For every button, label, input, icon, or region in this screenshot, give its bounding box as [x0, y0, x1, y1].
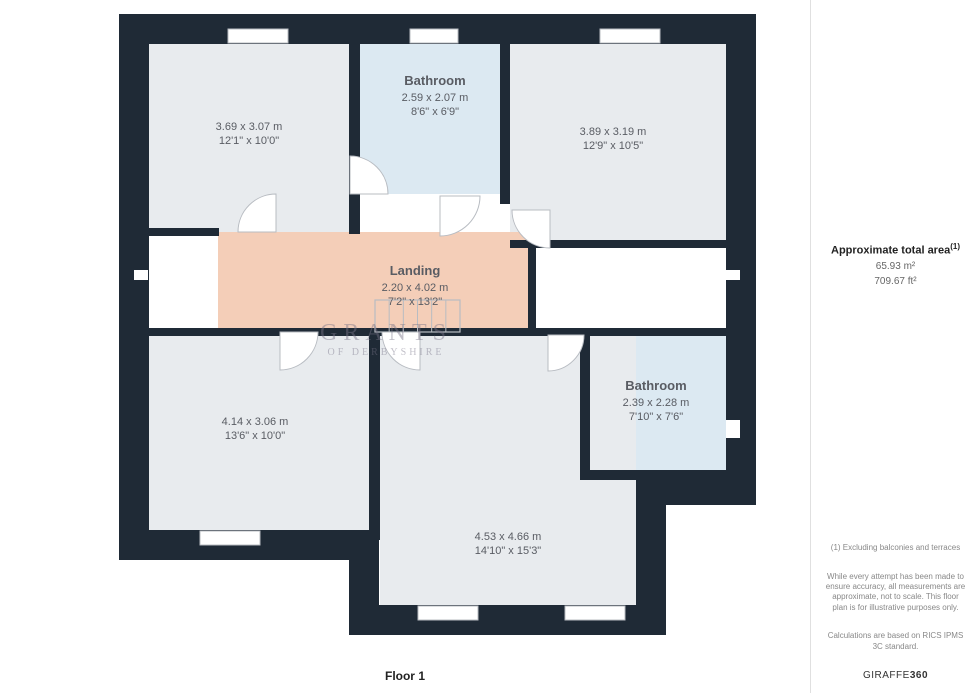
svg-text:2.39 x 2.28 m: 2.39 x 2.28 m	[623, 397, 690, 409]
svg-text:7'10" x 7'6": 7'10" x 7'6"	[629, 411, 683, 423]
calc-note: Calculations are based on RICS IPMS 3C s…	[825, 631, 966, 652]
svg-text:4.53 x 4.66 m: 4.53 x 4.66 m	[475, 531, 542, 543]
sidebar-bottom: (1) Excluding balconies and terraces Whi…	[825, 525, 966, 681]
svg-text:3.89 x 3.19 m: 3.89 x 3.19 m	[580, 126, 647, 138]
svg-text:2.59 x 2.07 m: 2.59 x 2.07 m	[402, 92, 469, 104]
svg-text:Bathroom: Bathroom	[404, 73, 465, 88]
area-ft2: 709.67 ft²	[825, 276, 966, 287]
area-title: Approximate total area(1)	[825, 242, 966, 257]
area-m2: 65.93 m²	[825, 261, 966, 272]
floorplan-canvas: 3.69 x 3.07 m 12'1" x 10'0" Bathroom 2.59 x…	[0, 0, 810, 693]
svg-text:13'6" x 10'0": 13'6" x 10'0"	[225, 430, 285, 442]
svg-text:Bathroom: Bathroom	[625, 378, 686, 393]
svg-text:12'9" x 10'5": 12'9" x 10'5"	[583, 140, 643, 152]
footnote: (1) Excluding balconies and terraces	[825, 543, 966, 553]
floorplan-svg: 3.69 x 3.07 m 12'1" x 10'0" Bathroom 2.59 x…	[0, 0, 810, 660]
info-sidebar: Approximate total area(1) 65.93 m² 709.6…	[810, 0, 980, 693]
brand-logo: GIRAFFE360	[825, 670, 966, 681]
svg-text:4.14 x 3.06 m: 4.14 x 3.06 m	[222, 416, 289, 428]
svg-text:14'10" x 15'3": 14'10" x 15'3"	[475, 545, 542, 557]
area-block: Approximate total area(1) 65.93 m² 709.6…	[825, 242, 966, 287]
svg-text:3.69 x 3.07 m: 3.69 x 3.07 m	[216, 121, 283, 133]
svg-text:8'6" x 6'9": 8'6" x 6'9"	[411, 106, 459, 118]
area-title-sup: (1)	[950, 242, 960, 251]
svg-text:Landing: Landing	[390, 263, 441, 278]
svg-text:2.20 x 4.02 m: 2.20 x 4.02 m	[382, 282, 449, 294]
brand-b: 360	[910, 670, 928, 681]
svg-text:12'1" x 10'0": 12'1" x 10'0"	[219, 135, 279, 147]
brand-a: GIRAFFE	[863, 670, 910, 681]
disclaimer: While every attempt has been made to ens…	[825, 572, 966, 614]
area-title-text: Approximate total area	[831, 245, 950, 257]
svg-text:7'2" x 13'2": 7'2" x 13'2"	[388, 296, 442, 308]
floor-label: Floor 1	[0, 669, 810, 683]
